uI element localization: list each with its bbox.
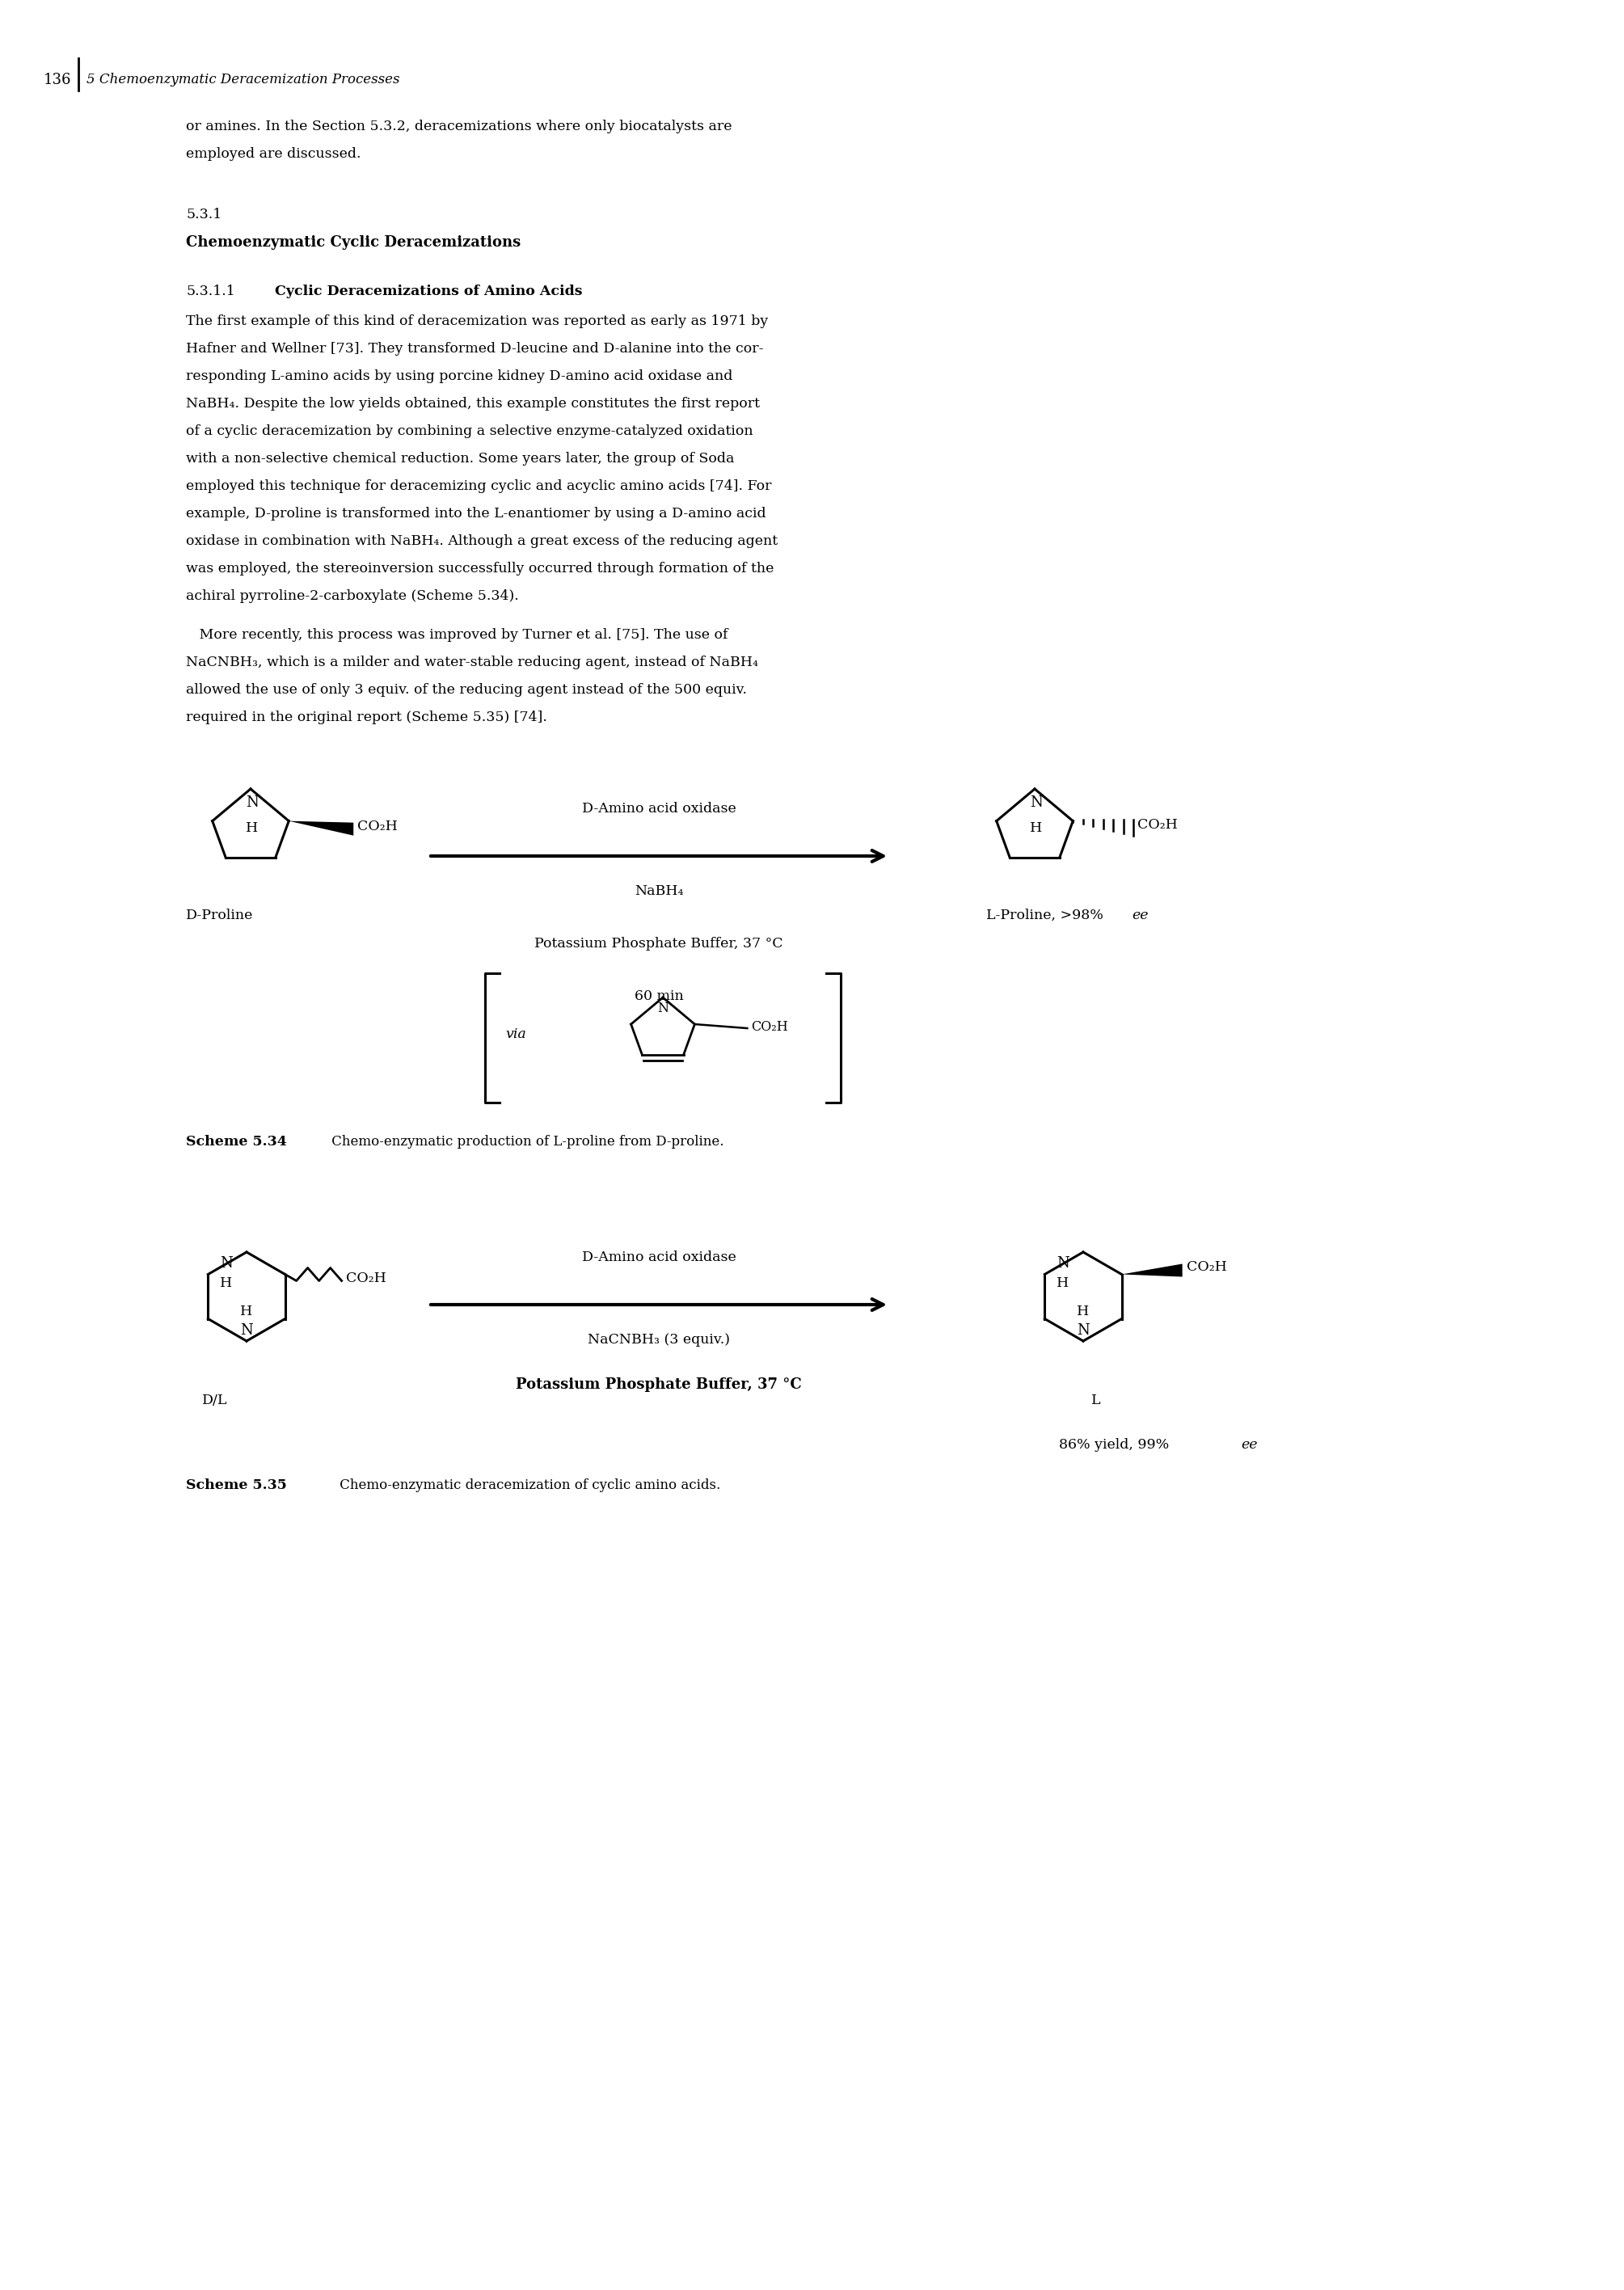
Text: Cyclic Deracemizations of Amino Acids: Cyclic Deracemizations of Amino Acids [274, 284, 583, 298]
Text: 86% yield, 99%: 86% yield, 99% [1059, 1438, 1174, 1452]
Text: CO₂H: CO₂H [346, 1271, 387, 1285]
Text: H: H [240, 1305, 253, 1319]
Text: NaBH₄. Despite the low yields obtained, this example constitutes the first repor: NaBH₄. Despite the low yields obtained, … [185, 396, 760, 410]
Text: N: N [658, 1001, 669, 1014]
Text: or amines. In the Section 5.3.2, deracemizations where only biocatalysts are: or amines. In the Section 5.3.2, deracem… [185, 119, 732, 133]
Text: More recently, this process was improved by Turner et al. [75]. The use of: More recently, this process was improved… [185, 627, 728, 641]
Text: via: via [505, 1026, 526, 1040]
Polygon shape [289, 822, 354, 836]
Text: NaBH₄: NaBH₄ [635, 884, 684, 898]
Text: H: H [221, 1276, 232, 1289]
Text: Scheme 5.34: Scheme 5.34 [185, 1136, 287, 1150]
Text: Chemo-enzymatic deracemization of cyclic amino acids.: Chemo-enzymatic deracemization of cyclic… [336, 1479, 721, 1493]
Text: CO₂H: CO₂H [1137, 818, 1177, 831]
Text: CO₂H: CO₂H [752, 1019, 788, 1033]
Text: H: H [1057, 1276, 1069, 1289]
Text: 5.3.1: 5.3.1 [185, 208, 222, 222]
Text: The first example of this kind of deracemization was reported as early as 1971 b: The first example of this kind of derace… [185, 314, 768, 327]
Text: 5.3.1.1: 5.3.1.1 [185, 284, 235, 298]
Polygon shape [1122, 1264, 1182, 1278]
Text: H: H [1030, 822, 1043, 836]
Text: Hafner and Wellner [73]. They transformed D-leucine and D-alanine into the cor-: Hafner and Wellner [73]. They transforme… [185, 341, 763, 355]
Text: of a cyclic deracemization by combining a selective enzyme-catalyzed oxidation: of a cyclic deracemization by combining … [185, 424, 754, 437]
Text: allowed the use of only 3 equiv. of the reducing agent instead of the 500 equiv.: allowed the use of only 3 equiv. of the … [185, 682, 747, 696]
Text: L: L [1091, 1395, 1101, 1408]
Text: N: N [219, 1257, 232, 1271]
Text: achiral pyrroline-2-carboxylate (Scheme 5.34).: achiral pyrroline-2-carboxylate (Scheme … [185, 589, 518, 602]
Text: required in the original report (Scheme 5.35) [74].: required in the original report (Scheme … [185, 710, 547, 724]
Text: L-Proline, >98%: L-Proline, >98% [986, 909, 1108, 923]
Text: ee: ee [1241, 1438, 1257, 1452]
Text: N: N [1057, 1257, 1069, 1271]
Text: Potassium Phosphate Buffer, 37 °C: Potassium Phosphate Buffer, 37 °C [534, 937, 783, 950]
Text: CO₂H: CO₂H [1187, 1260, 1226, 1273]
Text: D-Amino acid oxidase: D-Amino acid oxidase [581, 801, 736, 815]
Text: ee: ee [1132, 909, 1148, 923]
Text: Chemoenzymatic Cyclic Deracemizations: Chemoenzymatic Cyclic Deracemizations [185, 236, 521, 250]
Text: NaCNBH₃, which is a milder and water-stable reducing agent, instead of NaBH₄: NaCNBH₃, which is a milder and water-sta… [185, 655, 758, 669]
Text: H: H [1077, 1305, 1090, 1319]
Text: 5 Chemoenzymatic Deracemization Processes: 5 Chemoenzymatic Deracemization Processe… [86, 73, 400, 87]
Text: N: N [240, 1324, 253, 1337]
Text: Potassium Phosphate Buffer, 37 °C: Potassium Phosphate Buffer, 37 °C [516, 1376, 802, 1392]
Text: employed this technique for deracemizing cyclic and acyclic amino acids [74]. Fo: employed this technique for deracemizing… [185, 479, 771, 492]
Text: with a non-selective chemical reduction. Some years later, the group of Soda: with a non-selective chemical reduction.… [185, 451, 734, 465]
Text: NaCNBH₃ (3 equiv.): NaCNBH₃ (3 equiv.) [588, 1333, 729, 1347]
Text: CO₂H: CO₂H [357, 820, 398, 834]
Text: D-Amino acid oxidase: D-Amino acid oxidase [581, 1250, 736, 1264]
Text: 60 min: 60 min [635, 989, 684, 1003]
Text: N: N [1077, 1324, 1090, 1337]
Text: D-Proline: D-Proline [185, 909, 253, 923]
Text: employed are discussed.: employed are discussed. [185, 147, 361, 160]
Text: H: H [247, 822, 258, 836]
Text: N: N [1030, 795, 1043, 811]
Text: example, D-proline is transformed into the L-enantiomer by using a D-amino acid: example, D-proline is transformed into t… [185, 506, 767, 520]
Text: 136: 136 [44, 73, 71, 87]
Text: Scheme 5.35: Scheme 5.35 [185, 1479, 287, 1493]
Text: D/L: D/L [201, 1395, 227, 1408]
Text: responding L-amino acids by using porcine kidney D-amino acid oxidase and: responding L-amino acids by using porcin… [185, 369, 732, 382]
Text: oxidase in combination with NaBH₄. Although a great excess of the reducing agent: oxidase in combination with NaBH₄. Altho… [185, 534, 778, 547]
Text: was employed, the stereoinversion successfully occurred through formation of the: was employed, the stereoinversion succes… [185, 561, 775, 575]
Text: N: N [245, 795, 258, 811]
Text: Chemo-enzymatic production of L-proline from D-proline.: Chemo-enzymatic production of L-proline … [328, 1136, 724, 1150]
